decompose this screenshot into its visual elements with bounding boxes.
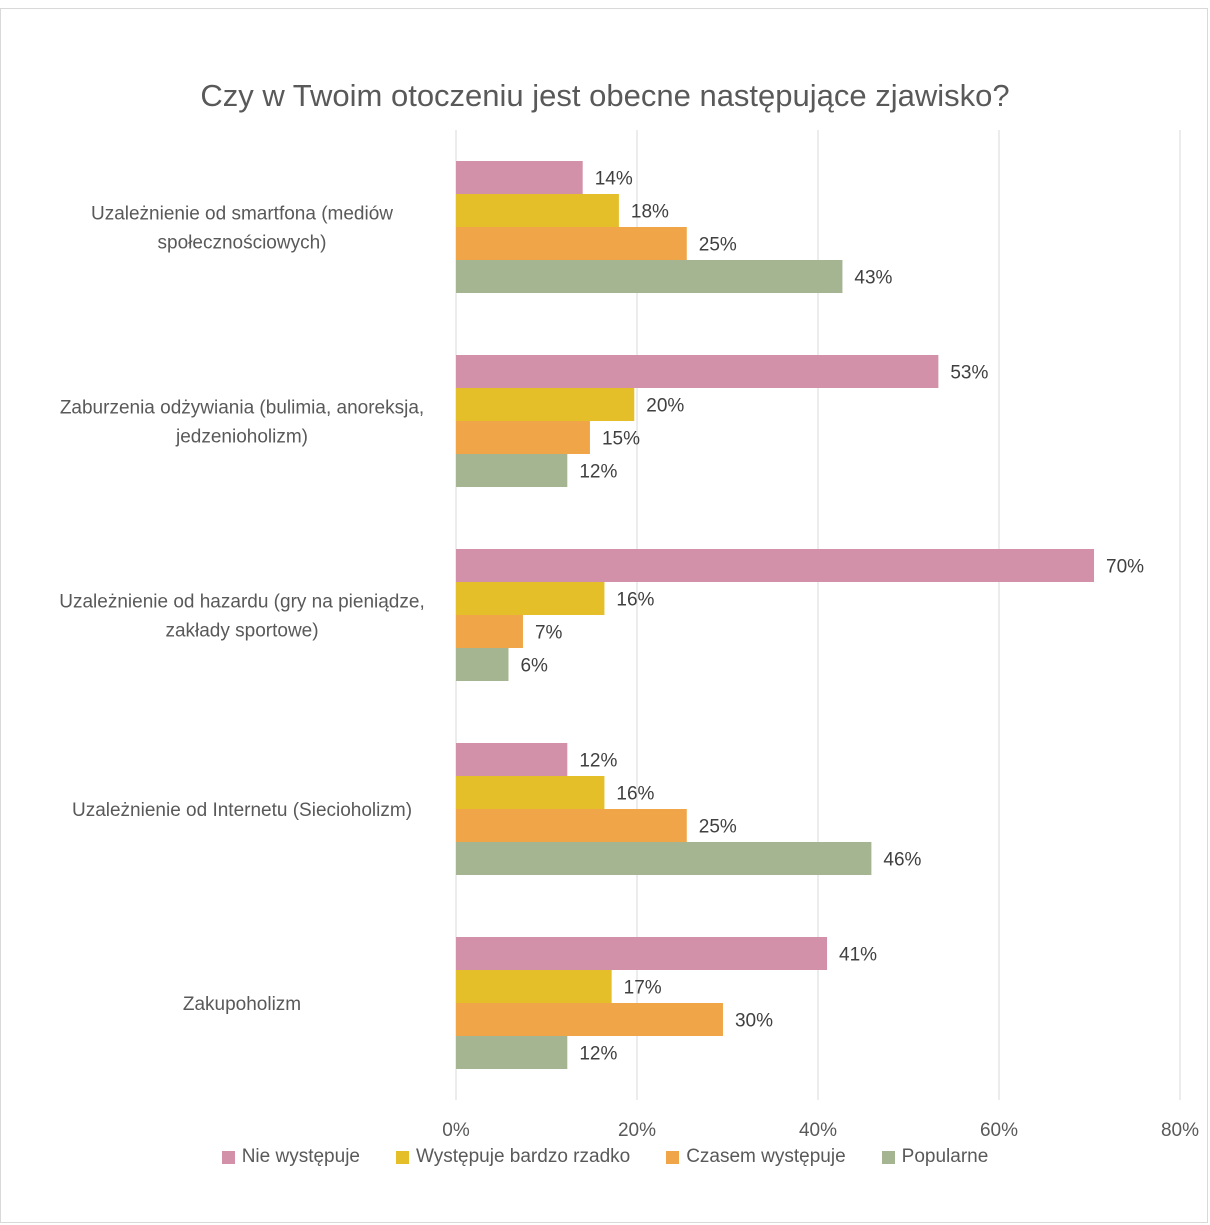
chart-title: Czy w Twoim otoczeniu jest obecne następ… — [200, 78, 1010, 113]
category-label: Zaburzenia odżywiania (bulimia, anoreksj… — [60, 398, 424, 419]
bar — [456, 549, 1095, 582]
bar — [456, 809, 687, 842]
bar — [456, 776, 605, 809]
bar — [456, 454, 568, 487]
x-tick-label: 80% — [1161, 1120, 1199, 1141]
category-label: zakłady sportowe) — [165, 621, 318, 642]
data-label: 20% — [646, 396, 684, 417]
bar — [456, 421, 590, 454]
data-label: 70% — [1106, 557, 1144, 578]
bar — [456, 582, 605, 615]
legend-label: Nie występuje — [241, 1146, 360, 1167]
data-label: 16% — [616, 784, 654, 805]
data-label: 12% — [579, 462, 617, 483]
bar — [456, 743, 568, 776]
x-tick-label: 20% — [618, 1120, 656, 1141]
data-label: 12% — [579, 1044, 617, 1065]
data-label: 6% — [520, 656, 548, 677]
legend-swatch — [395, 1150, 409, 1164]
legend-label: Popularne — [901, 1146, 989, 1167]
bar — [456, 648, 509, 681]
data-label: 43% — [854, 268, 892, 289]
legend-label: Czasem występuje — [686, 1146, 846, 1167]
category-label: społecznościowych) — [158, 233, 327, 254]
data-label: 25% — [699, 235, 737, 256]
data-label: 18% — [631, 202, 669, 223]
bar — [456, 1036, 568, 1069]
x-tick-label: 40% — [799, 1120, 837, 1141]
data-label: 12% — [579, 751, 617, 772]
bar — [456, 970, 612, 1003]
data-label: 17% — [624, 978, 662, 999]
bar — [456, 161, 583, 194]
legend-label: Występuje bardzo rzadko — [415, 1146, 631, 1167]
legend-item: Czasem występuje — [666, 1146, 846, 1168]
legend-item: Popularne — [881, 1146, 989, 1168]
legend-swatch — [881, 1150, 895, 1164]
data-label: 25% — [699, 817, 737, 838]
bar — [456, 355, 939, 388]
legend-item: Nie występuje — [221, 1146, 360, 1168]
x-tick-label: 0% — [442, 1120, 470, 1141]
bar — [456, 194, 619, 227]
legend-swatch — [666, 1150, 680, 1164]
data-label: 14% — [595, 169, 633, 190]
bar — [456, 227, 687, 260]
category-label: Zakupoholizm — [183, 994, 301, 1015]
legend-swatch — [221, 1150, 235, 1164]
category-label: Uzależnienie od Internetu (Siecioholizm) — [72, 800, 412, 821]
bar — [456, 1003, 723, 1036]
data-label: 53% — [950, 363, 988, 384]
data-label: 41% — [839, 945, 877, 966]
data-label: 30% — [735, 1011, 773, 1032]
bar — [456, 388, 635, 421]
bar — [456, 260, 843, 293]
data-label: 7% — [535, 623, 563, 644]
category-label: jedzenioholizm) — [175, 427, 308, 448]
bar — [456, 615, 523, 648]
legend-item: Występuje bardzo rzadko — [395, 1146, 631, 1168]
data-label: 15% — [602, 429, 640, 450]
data-label: 16% — [616, 590, 654, 611]
x-tick-label: 60% — [980, 1120, 1018, 1141]
chart-legend: Nie występuje Występuje bardzo rzadko Czas… — [0, 1146, 1210, 1168]
bar — [456, 937, 828, 970]
bar — [456, 842, 872, 875]
category-label: Uzależnienie od smartfona (mediów — [91, 204, 393, 225]
data-label: 46% — [883, 850, 921, 871]
category-label: Uzależnienie od hazardu (gry na pieniądz… — [59, 592, 424, 613]
